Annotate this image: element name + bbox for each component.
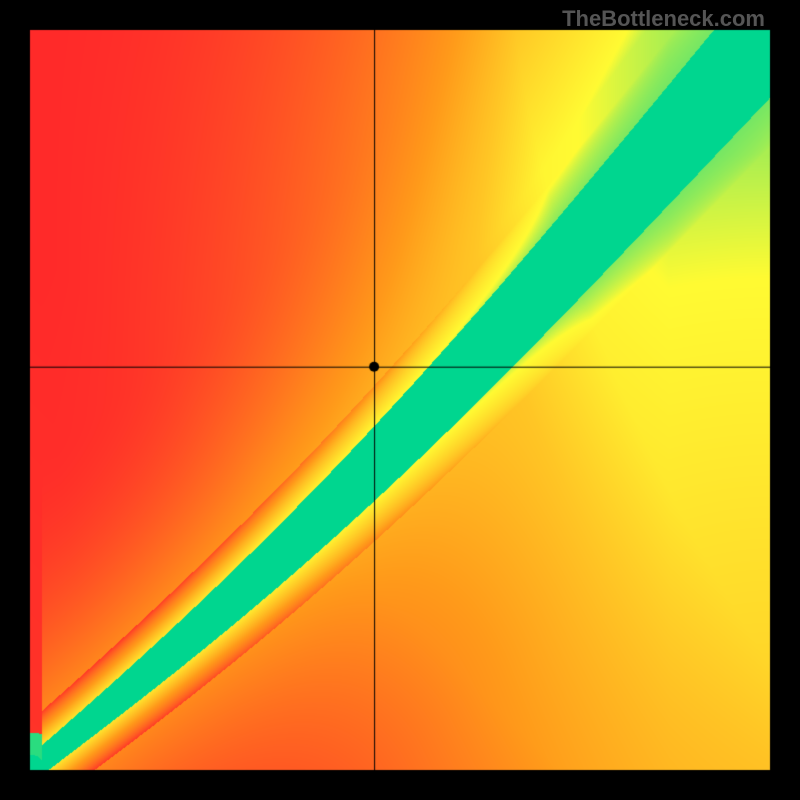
bottleneck-heatmap [0,0,800,800]
chart-container: TheBottleneck.com [0,0,800,800]
watermark-text: TheBottleneck.com [562,6,765,32]
